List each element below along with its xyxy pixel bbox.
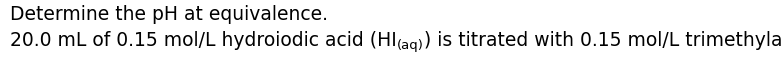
Text: (aq): (aq) <box>397 39 423 52</box>
Text: 20.0 mL of 0.15 mol/L hydroiodic acid (HI: 20.0 mL of 0.15 mol/L hydroiodic acid (H… <box>10 31 397 50</box>
Text: ) is titrated with 0.15 mol/L trimethylamine,(CH: ) is titrated with 0.15 mol/L trimethyla… <box>423 31 784 50</box>
Text: Determine the pH at equivalence.: Determine the pH at equivalence. <box>10 5 328 24</box>
